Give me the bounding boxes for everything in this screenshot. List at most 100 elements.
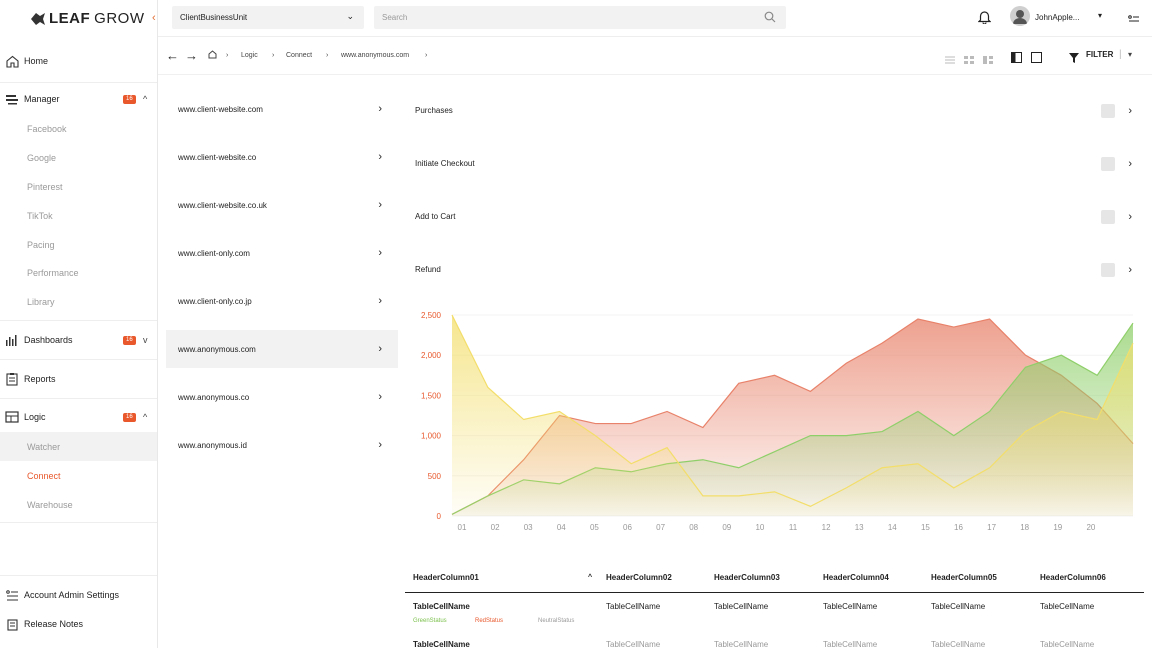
back-arrow-icon[interactable]: ←	[166, 48, 179, 63]
domain-label: www.anonymous.id	[178, 440, 247, 450]
logo: LEAF GROW	[0, 0, 157, 37]
event-row[interactable]: Purchases ›	[415, 84, 1135, 137]
x-tick-label: 02	[491, 523, 500, 532]
event-checkbox[interactable]	[1101, 103, 1115, 118]
event-checkbox[interactable]	[1101, 209, 1115, 224]
x-tick-label: 09	[722, 523, 731, 532]
nav-reports-label: Reports	[24, 374, 56, 384]
divider	[0, 575, 157, 576]
home-icon[interactable]	[208, 50, 217, 61]
x-tick-label: 10	[755, 523, 764, 532]
breadcrumb-current[interactable]: www.anonymous.com	[341, 52, 410, 59]
logic-badge: 16	[123, 413, 136, 422]
breadcrumb-logic[interactable]: Logic	[241, 52, 258, 59]
sidebar-item-connect[interactable]: Connect	[27, 470, 61, 481]
chevron-right-icon[interactable]: ›	[1128, 104, 1132, 117]
y-tick-label: 2,500	[421, 311, 442, 320]
search-input[interactable]: Search	[374, 6, 786, 29]
event-checkbox[interactable]	[1101, 156, 1115, 171]
filter-dropdown-icon[interactable]: ▾	[1128, 50, 1133, 59]
event-row[interactable]: Refund ›	[415, 243, 1135, 296]
sort-up-icon[interactable]: ^	[588, 573, 593, 581]
user-name[interactable]: JohnApple...	[1035, 13, 1080, 22]
header-column-1[interactable]: HeaderColumn01	[413, 572, 479, 582]
breadcrumb-sep: ›	[272, 52, 275, 59]
x-tick-label: 08	[689, 523, 698, 532]
domain-item[interactable]: www.client-website.co ›	[166, 133, 398, 181]
domain-item[interactable]: www.client-only.co.jp ›	[166, 277, 398, 325]
caret-down-icon[interactable]: ▾	[1098, 11, 1103, 20]
sidebar-item-facebook[interactable]: Facebook	[27, 123, 67, 134]
status-badge-neutral: NeutralStatus	[538, 618, 575, 624]
domain-item[interactable]: www.anonymous.co ›	[166, 373, 398, 421]
header-column-6[interactable]: HeaderColumn06	[1040, 572, 1106, 582]
breadcrumb-sep: ›	[326, 52, 329, 59]
sidebar-item-pacing[interactable]: Pacing	[27, 239, 55, 250]
table-cell: TableCellName	[714, 640, 769, 649]
list-view-icon[interactable]	[945, 51, 955, 69]
grid-view-icon[interactable]	[964, 51, 974, 69]
collapse-sidebar-icon[interactable]: ‹	[152, 12, 156, 24]
filter-button[interactable]: FILTER	[1086, 50, 1114, 59]
x-tick-label: 12	[822, 523, 831, 532]
single-view-icon[interactable]	[1031, 50, 1042, 68]
split-view-icon[interactable]	[1011, 50, 1022, 68]
chevron-up-icon[interactable]: ^	[143, 412, 148, 422]
filter-divider: |	[1119, 49, 1122, 60]
sidebar-item-pinterest[interactable]: Pinterest	[27, 181, 63, 192]
user-menu-icon[interactable]	[1128, 12, 1140, 30]
chevron-right-icon: ›	[378, 199, 382, 211]
chevron-right-icon: ›	[378, 295, 382, 307]
series-line-2	[451, 314, 1134, 508]
divider	[0, 398, 157, 399]
series-area-2	[452, 315, 1133, 516]
business-unit-select[interactable]: ClientBusinessUnit ⌄	[172, 6, 364, 29]
chevron-right-icon: ›	[378, 343, 382, 355]
event-checkbox[interactable]	[1101, 262, 1115, 277]
chevron-up-icon[interactable]: ^	[143, 94, 148, 104]
search-icon[interactable]	[764, 11, 776, 25]
event-row[interactable]: Add to Cart ›	[415, 190, 1135, 243]
sidebar-item-watcher[interactable]: Watcher	[0, 432, 157, 461]
y-tick-label: 1,500	[421, 391, 442, 400]
bell-icon[interactable]	[977, 10, 992, 29]
tile-view-icon[interactable]	[983, 51, 993, 69]
table-cell: TableCellName	[714, 602, 769, 611]
domain-item[interactable]: www.client-only.com ›	[166, 229, 398, 277]
domain-item[interactable]: www.client-website.com ›	[166, 85, 398, 133]
sidebar-item-google[interactable]: Google	[27, 152, 57, 163]
sidebar-item-warehouse[interactable]: Warehouse	[27, 499, 73, 510]
sidebar-item-tiktok[interactable]: TikTok	[27, 210, 53, 221]
chevron-down-icon: ⌄	[346, 11, 354, 21]
domain-item[interactable]: www.client-website.co.uk ›	[166, 181, 398, 229]
table-cell: TableCellName	[823, 640, 878, 649]
sidebar-item-performance[interactable]: Performance	[27, 267, 79, 278]
chevron-down-icon[interactable]: v	[143, 335, 148, 345]
filter-icon[interactable]	[1069, 50, 1079, 68]
forward-arrow-icon[interactable]: →	[185, 48, 198, 63]
x-tick-label: 13	[855, 523, 864, 532]
sidebar-item-library[interactable]: Library	[27, 296, 55, 307]
domain-item[interactable]: www.anonymous.id ›	[166, 421, 398, 469]
header-column-3[interactable]: HeaderColumn03	[714, 572, 780, 582]
chevron-right-icon[interactable]: ›	[1128, 263, 1132, 276]
nav-manager-label: Manager	[24, 94, 60, 104]
domain-item-selected[interactable]: www.anonymous.com ›	[166, 330, 398, 368]
header-column-2[interactable]: HeaderColumn02	[606, 572, 672, 582]
event-label: Initiate Checkout	[415, 159, 475, 168]
x-tick-label: 03	[524, 523, 533, 532]
header-column-4[interactable]: HeaderColumn04	[823, 572, 889, 582]
header-column-5[interactable]: HeaderColumn05	[931, 572, 997, 582]
chevron-right-icon: ›	[378, 151, 382, 163]
sidebar: LEAF GROW ‹ Home Manager 16 ^ Facebook G…	[0, 0, 158, 648]
event-row[interactable]: Initiate Checkout ›	[415, 137, 1135, 190]
chevron-right-icon[interactable]: ›	[1128, 210, 1132, 223]
avatar[interactable]	[1010, 6, 1030, 26]
x-tick-label: 07	[656, 523, 665, 532]
breadcrumb-connect[interactable]: Connect	[286, 52, 313, 59]
home-icon	[5, 54, 19, 68]
status-badge-red: RedStatus	[475, 618, 504, 624]
chevron-right-icon[interactable]: ›	[1128, 157, 1132, 170]
domain-label: www.anonymous.com	[178, 344, 256, 354]
x-tick-label: 14	[888, 523, 897, 532]
